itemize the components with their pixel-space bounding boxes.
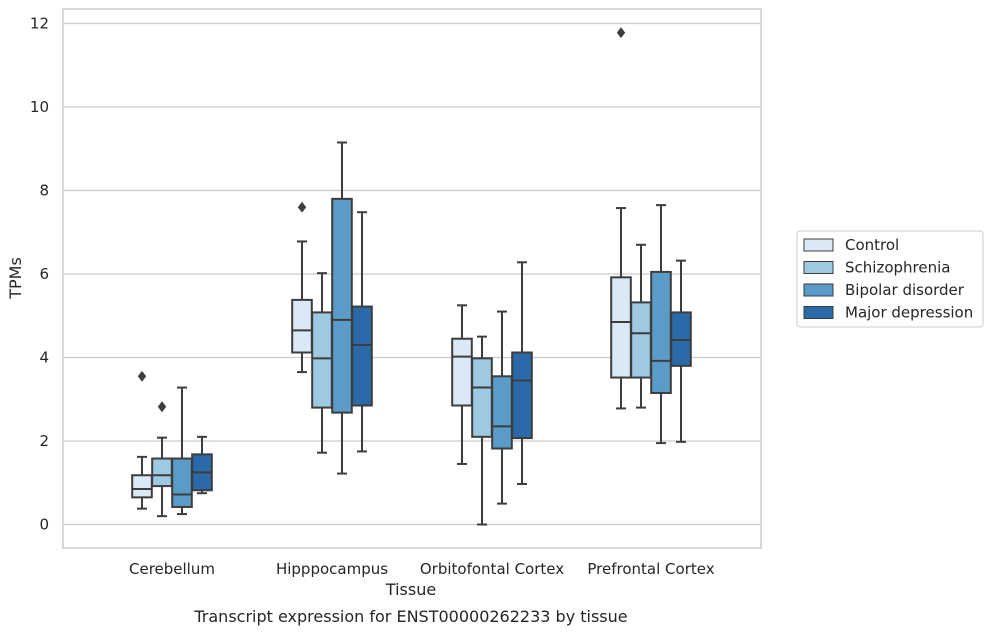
box xyxy=(670,259,692,443)
box xyxy=(131,370,153,510)
box xyxy=(610,27,632,410)
legend-swatch xyxy=(803,238,834,252)
x-tick-label: Cerebellum xyxy=(129,560,215,578)
box xyxy=(171,386,193,516)
box xyxy=(650,204,672,445)
box-iqr xyxy=(511,351,533,440)
y-tick-labels: 0 2 4 6 8 10 12 xyxy=(30,15,49,534)
box xyxy=(191,435,213,495)
box xyxy=(471,335,493,526)
plot-frame xyxy=(62,8,762,549)
y-tick-label: 8 xyxy=(39,182,49,200)
y-tick-label: 0 xyxy=(39,516,49,534)
y-axis-title: TPMs xyxy=(6,257,25,300)
legend-label: Bipolar disorder xyxy=(845,281,965,299)
box-iqr xyxy=(650,270,672,394)
legend-label: Control xyxy=(845,236,899,254)
legend-swatch xyxy=(803,283,834,297)
legend: Control Schizophrenia Bipolar disorder Majo… xyxy=(796,230,984,328)
y-tick-label: 6 xyxy=(39,265,49,283)
gridlines xyxy=(63,22,761,526)
legend-frame xyxy=(796,230,984,328)
box-iqr xyxy=(351,305,373,407)
box-iqr xyxy=(491,375,513,450)
box xyxy=(151,401,173,518)
y-tick-label: 10 xyxy=(30,98,49,116)
y-tick-label: 2 xyxy=(39,432,49,450)
y-tick-label: 12 xyxy=(30,15,49,33)
legend-swatch xyxy=(803,261,834,274)
box-iqr xyxy=(451,337,473,407)
box-iqr xyxy=(151,457,173,488)
series-schizophrenia xyxy=(151,243,652,526)
legend-label: Major depression xyxy=(845,304,973,322)
box xyxy=(351,211,373,453)
legend-swatch xyxy=(803,306,834,319)
box xyxy=(451,304,473,465)
box-series xyxy=(131,27,692,526)
series-control xyxy=(131,27,632,510)
series-bipolar-disorder xyxy=(171,141,672,516)
box-iqr xyxy=(171,457,193,508)
box-iqr xyxy=(291,298,313,354)
x-tick-labels: Cerebellum Hipppocampus Orbitofontal Corte… xyxy=(129,560,715,578)
y-tick-label: 4 xyxy=(39,349,49,367)
x-tick-label: Prefrontal Cortex xyxy=(587,560,714,578)
box xyxy=(331,141,353,475)
box-iqr xyxy=(471,357,493,438)
outlier-point xyxy=(297,201,307,213)
box xyxy=(630,243,652,409)
chart-caption: Transcript expression for ENST0000026223… xyxy=(193,607,627,626)
box-iqr xyxy=(610,276,632,379)
box xyxy=(511,261,533,486)
box-iqr xyxy=(131,474,153,499)
box xyxy=(311,272,333,454)
box xyxy=(291,201,313,374)
box-iqr xyxy=(311,311,333,409)
box-iqr xyxy=(630,301,652,379)
outlier-point xyxy=(157,401,167,413)
outlier-point xyxy=(616,27,626,39)
box-iqr xyxy=(331,197,353,414)
series-major-depression xyxy=(191,211,692,495)
outlier-point xyxy=(137,370,147,382)
x-tick-label: Orbitofontal Cortex xyxy=(420,560,564,578)
x-axis-title: Tissue xyxy=(385,580,436,599)
x-tick-label: Hipppocampus xyxy=(276,560,388,578)
legend-label: Schizophrenia xyxy=(845,259,950,277)
box xyxy=(491,310,513,505)
